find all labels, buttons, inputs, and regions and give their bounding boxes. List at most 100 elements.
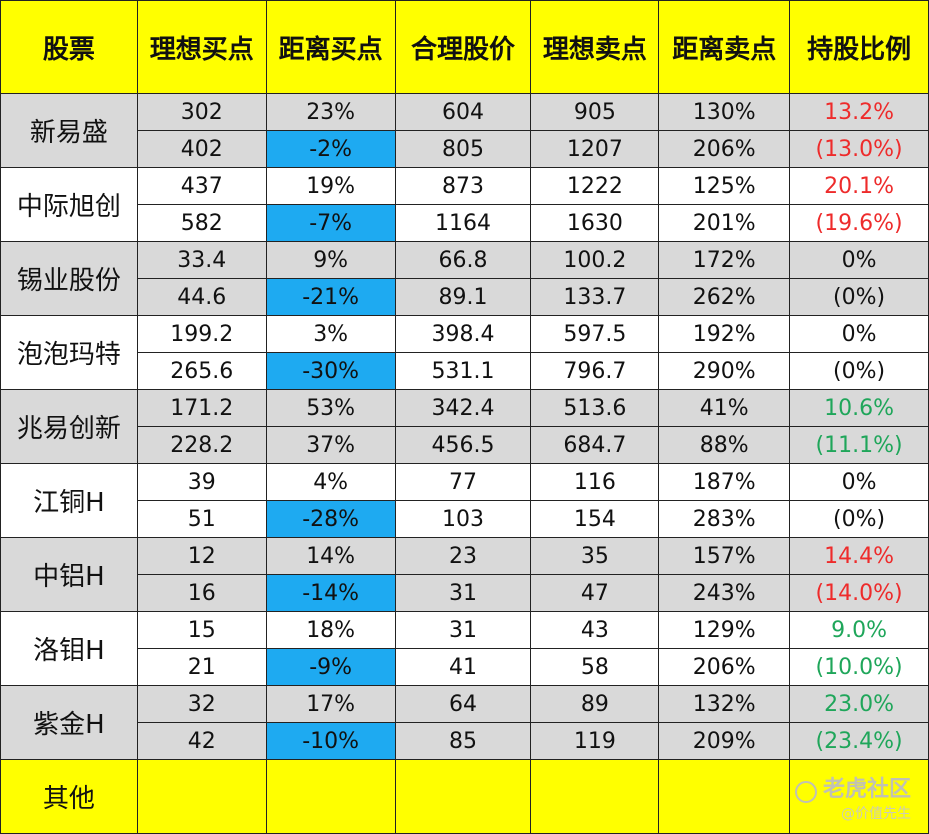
cell-fair-price: 77 [394,463,532,501]
cell-distance-buy: 19% [265,167,396,205]
cell-distance-buy: -2% [265,130,396,168]
cell-fair-price: 64 [394,685,532,723]
cell-ideal-sell: 58 [530,648,660,686]
header-ideal-buy: 理想买点 [136,0,267,94]
cell-distance-sell: 130% [658,93,791,131]
stock-name: 洛钼H [0,611,138,686]
cell-ideal-sell: 119 [530,722,660,760]
stock-name: 锡业股份 [0,241,138,316]
cell-fair-price: 873 [394,167,532,205]
stock-name: 兆易创新 [0,389,138,464]
cell-ideal-sell: 1630 [530,204,660,242]
header-holding-ratio: 持股比例 [789,0,929,94]
cell-holding-ratio: 20.1% [789,167,929,205]
watermark-brand: 老虎社区 [794,775,911,806]
cell-ideal-sell: 89 [530,685,660,723]
cell-ideal-sell: 684.7 [530,426,660,464]
cell-fair-price: 604 [394,93,532,131]
cell-ideal-buy: 32 [136,685,267,723]
table-row: 402 -2% 805 1207 206% (13.0%) [1,130,929,168]
cell-distance-sell: 201% [658,204,791,242]
cell-distance-buy: 3% [265,315,396,353]
table-row: 中铝H 12 14% 23 35 157% 14.4% [0,537,929,612]
other-label: 其他 [0,759,138,834]
table-row: 16 -14% 31 47 243% (14.0%) [1,574,929,612]
cell-distance-sell: 192% [658,315,791,353]
cell-holding-ratio: (14.0%) [789,574,929,612]
cell-distance-sell: 172% [658,241,791,279]
cell-ideal-buy: 51 [136,500,267,538]
header-stock: 股票 [0,0,138,94]
table-row: 265.6 -30% 531.1 796.7 290% (0%) [1,352,929,390]
cell-ideal-buy: 15 [136,611,267,649]
stock-name: 中铝H [0,537,138,612]
cell-holding-ratio: 0% [789,241,929,279]
cell-distance-buy: 23% [265,93,396,131]
cell-holding-ratio: 13.2% [789,93,929,131]
cell-ideal-buy: 228.2 [136,426,267,464]
cell-distance-sell: 187% [658,463,791,501]
cell-fair-price: 89.1 [394,278,532,316]
cell-holding-ratio: (23.4%) [789,722,929,760]
table-body: 新易盛 302 23% 604 905 130% 13.2% 402 -2% 805 1207 206… [0,93,929,834]
cell-distance-sell: 41% [658,389,791,427]
table-row-other: 其他 [0,759,929,834]
cell-fair-price: 23 [394,537,532,575]
cell-ideal-sell: 116 [530,463,660,501]
cell-distance-buy: -28% [265,500,396,538]
cell-distance-buy: -7% [265,204,396,242]
cell-ideal-sell: 905 [530,93,660,131]
cell-distance-buy: -9% [265,648,396,686]
cell-ideal-buy: 199.2 [136,315,267,353]
cell-distance-sell: 157% [658,537,791,575]
cell-distance-buy: 18% [265,611,396,649]
table-row: 21 -9% 41 58 206% (10.0%) [1,648,929,686]
table-row: 228.2 37% 456.5 684.7 88% (11.1%) [1,426,929,464]
table-row: 锡业股份 33.4 9% 66.8 100.2 172% 0% [0,241,929,316]
cell-distance-buy: 9% [265,241,396,279]
cell-ideal-sell: 43 [530,611,660,649]
cell-holding-ratio: (11.1%) [789,426,929,464]
cell-fair-price: 342.4 [394,389,532,427]
cell-distance-sell: 262% [658,278,791,316]
table-row: 紫金H 32 17% 64 89 132% 23.0% [0,685,929,760]
cell-distance-sell: 88% [658,426,791,464]
watermark-author: @价值先生 [841,806,911,823]
other-empty-cell [530,759,660,834]
cell-ideal-buy: 33.4 [136,241,267,279]
table-row: 兆易创新 171.2 53% 342.4 513.6 41% 10.6% [0,389,929,464]
stock-name: 中际旭创 [0,167,138,242]
cell-ideal-sell: 133.7 [530,278,660,316]
table-row: 44.6 -21% 89.1 133.7 262% (0%) [1,278,929,316]
cell-holding-ratio: 0% [789,315,929,353]
cell-ideal-buy: 42 [136,722,267,760]
cell-distance-buy: -30% [265,352,396,390]
table-row: 泡泡玛特 199.2 3% 398.4 597.5 192% 0% [0,315,929,390]
cell-distance-buy: -21% [265,278,396,316]
cell-ideal-sell: 47 [530,574,660,612]
stock-name: 泡泡玛特 [0,315,138,390]
cell-holding-ratio: (10.0%) [789,648,929,686]
cell-ideal-sell: 154 [530,500,660,538]
header-distance-buy: 距离买点 [265,0,396,94]
cell-distance-sell: 129% [658,611,791,649]
cell-fair-price: 85 [394,722,532,760]
other-empty-cell [265,759,396,834]
cell-holding-ratio: 14.4% [789,537,929,575]
cell-ideal-buy: 582 [136,204,267,242]
cell-fair-price: 398.4 [394,315,532,353]
header-row: 股票 理想买点 距离买点 合理股价 理想卖点 距离卖点 持股比例 [0,0,929,94]
tiger-logo-icon [794,780,817,803]
cell-ideal-buy: 12 [136,537,267,575]
other-empty-cell [789,759,929,834]
stock-name: 新易盛 [0,93,138,168]
cell-fair-price: 1164 [394,204,532,242]
cell-distance-sell: 290% [658,352,791,390]
header-fair-price: 合理股价 [394,0,532,94]
cell-ideal-buy: 402 [136,130,267,168]
cell-holding-ratio: (0%) [789,352,929,390]
other-empty-cell [658,759,791,834]
other-empty-cell [136,759,267,834]
cell-fair-price: 531.1 [394,352,532,390]
cell-ideal-sell: 1207 [530,130,660,168]
